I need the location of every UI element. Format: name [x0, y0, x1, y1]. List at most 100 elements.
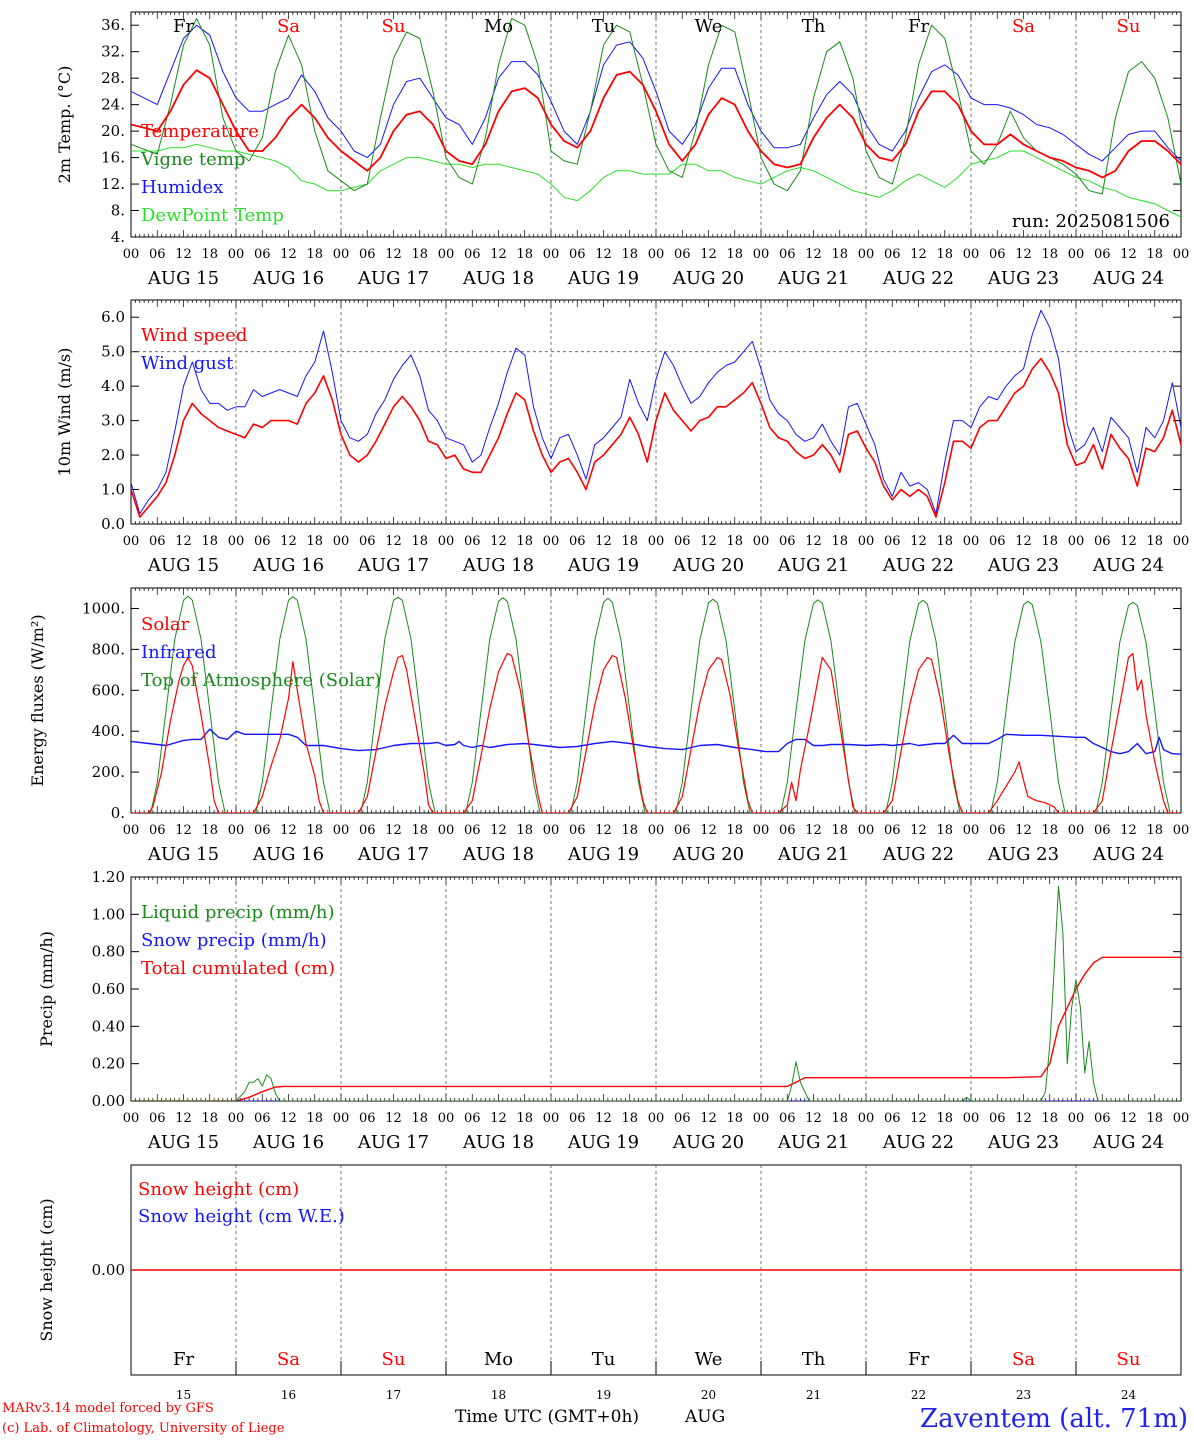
hour-tick-label: 18: [201, 823, 218, 838]
hour-tick-label: 00: [648, 247, 665, 262]
series-line-humidex: [131, 24, 1181, 162]
hour-tick-label: 12: [700, 823, 717, 838]
hour-tick-label: 00: [228, 247, 245, 262]
series-group: [131, 595, 1181, 813]
hour-tick-label: 06: [989, 823, 1006, 838]
date-label: AUG 19: [567, 555, 639, 576]
series-line-wind-speed: [131, 357, 1181, 518]
hour-tick-label: 18: [621, 247, 638, 262]
hour-tick-label: 12: [595, 534, 612, 549]
y-axis-label: Snow height (cm): [37, 1198, 56, 1341]
hour-tick-label: 18: [726, 823, 743, 838]
panel-precip: 0.00 0.20 0.40 0.60 0.80 1.00 1.20 Precip (mm/h…: [37, 868, 1190, 1153]
hour-tick-label: 00: [123, 1111, 140, 1126]
y-tick-label: 12.: [101, 175, 125, 193]
hour-tick-label: 00: [543, 823, 560, 838]
series-group: [131, 885, 1181, 1101]
hour-tick-label: 18: [831, 534, 848, 549]
hour-tick-label: 18: [516, 1111, 533, 1126]
hour-tick-label: 18: [411, 1111, 428, 1126]
date-label: AUG 16: [252, 268, 324, 289]
hour-tick-label: 00: [1173, 247, 1190, 262]
hour-tick-label: 06: [569, 1111, 586, 1126]
y-tick-label: 28.: [101, 69, 125, 87]
hour-tick-label: 18: [1041, 247, 1058, 262]
hour-tick-label: 18: [1146, 247, 1163, 262]
hour-tick-label: 18: [411, 247, 428, 262]
hour-tick-label: 18: [1041, 823, 1058, 838]
hour-tick-label: 18: [306, 247, 323, 262]
hour-tick-label: 12: [280, 1111, 297, 1126]
hour-tick-label: 06: [569, 534, 586, 549]
hour-tick-label: 06: [359, 823, 376, 838]
date-label: AUG 20: [672, 844, 744, 865]
y-tick-label: 1.00: [92, 905, 125, 923]
legend-entry: Liquid precip (mm/h): [141, 902, 335, 923]
hour-tick-label: 18: [1146, 1111, 1163, 1126]
date-label: AUG 17: [357, 555, 429, 576]
hour-tick-label: 18: [201, 1111, 218, 1126]
hour-tick-label: 06: [464, 1111, 481, 1126]
hour-tick-label: 00: [858, 823, 875, 838]
day-number-label: 24: [1121, 1388, 1137, 1402]
run-annotation: run: 2025081506: [1012, 211, 1170, 232]
hour-tick-label: 00: [543, 247, 560, 262]
hour-tick-label: 00: [333, 1111, 350, 1126]
legend-entry: DewPoint Temp: [141, 205, 284, 226]
hour-tick-label: 12: [175, 247, 192, 262]
hour-tick-label: 12: [1015, 1111, 1032, 1126]
hour-tick-label: 00: [858, 247, 875, 262]
hour-tick-label: 12: [385, 823, 402, 838]
date-label: AUG 15: [147, 1132, 219, 1153]
date-label: AUG 19: [567, 844, 639, 865]
legend-entry: Humidex: [141, 177, 223, 198]
series-line-wind-gust: [131, 309, 1181, 515]
hour-tick-label: 18: [201, 247, 218, 262]
y-axis-label: 2m Temp. (°C): [55, 66, 74, 184]
hour-tick-label: 00: [963, 1111, 980, 1126]
date-label: AUG 16: [252, 555, 324, 576]
date-label: AUG 22: [882, 844, 954, 865]
y-tick-label: 36.: [101, 16, 125, 34]
hour-tick-label: 00: [333, 823, 350, 838]
y-tick-label: 400.: [92, 722, 125, 740]
hour-tick-label: 12: [910, 1111, 927, 1126]
hour-tick-label: 18: [411, 534, 428, 549]
hour-tick-label: 18: [201, 534, 218, 549]
hour-tick-label: 00: [123, 823, 140, 838]
date-label: AUG 18: [462, 844, 534, 865]
hour-tick-label: 18: [306, 823, 323, 838]
hour-tick-label: 00: [963, 823, 980, 838]
hour-tick-label: 18: [936, 823, 953, 838]
series-line-solar: [131, 652, 1181, 813]
series-line-dewpoint-temp: [131, 143, 1181, 218]
hour-tick-label: 00: [543, 1111, 560, 1126]
date-label: AUG 20: [672, 1132, 744, 1153]
legend-entry: Snow precip (mm/h): [141, 930, 327, 951]
hour-tick-label: 06: [989, 1111, 1006, 1126]
series-line-vigne-temp: [131, 18, 1181, 195]
hour-tick-label: 00: [1173, 1111, 1190, 1126]
legend-entry: Wind gust: [141, 353, 234, 374]
y-tick-label: 0.00: [92, 1261, 125, 1279]
hour-tick-label: 06: [359, 534, 376, 549]
date-label: AUG 15: [147, 555, 219, 576]
hour-tick-label: 00: [1068, 247, 1085, 262]
hour-tick-label: 18: [516, 823, 533, 838]
hour-tick-label: 18: [1146, 823, 1163, 838]
hour-tick-label: 18: [621, 1111, 638, 1126]
weekday-label: Sa: [277, 16, 300, 37]
hour-tick-label: 18: [621, 534, 638, 549]
station-name: Zaventem (alt. 71m): [920, 1404, 1188, 1434]
hour-tick-label: 06: [254, 247, 271, 262]
day-number-label: 20: [701, 1388, 716, 1402]
hour-tick-label: 06: [254, 1111, 271, 1126]
panel-energy: 0. 200. 400. 600. 800. 1000. Energy fluxes (W/…: [28, 587, 1189, 865]
weekday-label: Fr: [173, 1349, 194, 1370]
hour-tick-label: 18: [726, 1111, 743, 1126]
date-label: AUG 22: [882, 268, 954, 289]
hour-tick-label: 12: [280, 247, 297, 262]
time-axis-label: Time UTC (GMT+0h): [455, 1407, 639, 1427]
weekday-label: Tu: [592, 1349, 616, 1370]
legend-entry: Total cumulated (cm): [141, 958, 335, 979]
